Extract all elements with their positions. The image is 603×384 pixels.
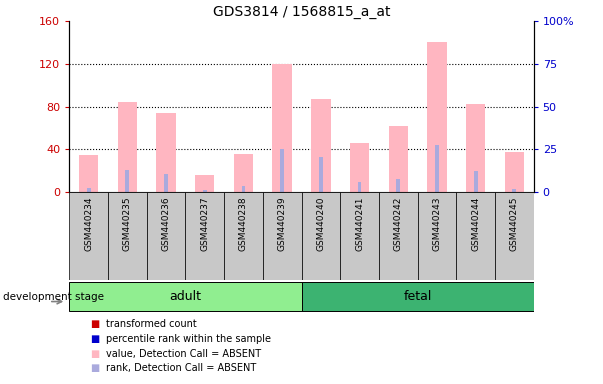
Text: GSM440241: GSM440241 bbox=[355, 197, 364, 251]
Bar bbox=[186, 192, 224, 280]
Text: GSM440239: GSM440239 bbox=[277, 197, 286, 251]
Text: GSM440235: GSM440235 bbox=[123, 197, 132, 251]
Bar bbox=[147, 192, 186, 280]
Bar bbox=[505, 152, 524, 192]
Bar bbox=[358, 182, 361, 192]
Text: GSM440242: GSM440242 bbox=[394, 197, 403, 251]
Text: adult: adult bbox=[169, 290, 201, 303]
Bar bbox=[224, 192, 263, 280]
Text: percentile rank within the sample: percentile rank within the sample bbox=[106, 334, 271, 344]
Bar bbox=[396, 179, 400, 192]
Bar bbox=[234, 154, 253, 192]
Text: value, Detection Call = ABSENT: value, Detection Call = ABSENT bbox=[106, 349, 260, 359]
Text: ■: ■ bbox=[90, 334, 99, 344]
Bar bbox=[319, 157, 323, 192]
Bar bbox=[125, 170, 129, 192]
Bar bbox=[203, 190, 207, 192]
Text: ■: ■ bbox=[90, 363, 99, 373]
Text: development stage: development stage bbox=[3, 291, 104, 302]
Bar bbox=[495, 192, 534, 280]
Bar bbox=[456, 192, 495, 280]
Text: GSM440240: GSM440240 bbox=[317, 197, 326, 251]
Bar bbox=[263, 192, 302, 280]
Bar bbox=[379, 192, 417, 280]
Bar bbox=[118, 102, 137, 192]
Text: GSM440237: GSM440237 bbox=[200, 197, 209, 251]
Title: GDS3814 / 1568815_a_at: GDS3814 / 1568815_a_at bbox=[213, 5, 390, 19]
Bar bbox=[87, 188, 90, 192]
Bar bbox=[195, 175, 215, 192]
Text: GSM440245: GSM440245 bbox=[510, 197, 519, 251]
Bar bbox=[273, 64, 292, 192]
Bar bbox=[350, 143, 369, 192]
Text: ■: ■ bbox=[90, 349, 99, 359]
Bar bbox=[164, 174, 168, 192]
Bar bbox=[79, 155, 98, 192]
Bar bbox=[302, 282, 534, 311]
Text: rank, Detection Call = ABSENT: rank, Detection Call = ABSENT bbox=[106, 363, 256, 373]
Text: GSM440236: GSM440236 bbox=[162, 197, 171, 251]
Bar bbox=[417, 192, 456, 280]
Bar bbox=[311, 99, 330, 192]
Text: GSM440238: GSM440238 bbox=[239, 197, 248, 251]
Bar bbox=[428, 43, 447, 192]
Bar bbox=[388, 126, 408, 192]
Bar bbox=[340, 192, 379, 280]
Text: transformed count: transformed count bbox=[106, 319, 196, 329]
Bar bbox=[69, 192, 108, 280]
Bar bbox=[513, 189, 516, 192]
Bar bbox=[156, 113, 175, 192]
Bar bbox=[242, 185, 245, 192]
Bar bbox=[435, 145, 439, 192]
Bar bbox=[302, 192, 340, 280]
Bar bbox=[474, 170, 478, 192]
Bar bbox=[69, 282, 302, 311]
Bar bbox=[108, 192, 147, 280]
Text: fetal: fetal bbox=[403, 290, 432, 303]
Bar bbox=[466, 104, 485, 192]
Text: ■: ■ bbox=[90, 319, 99, 329]
Text: GSM440244: GSM440244 bbox=[471, 197, 480, 251]
Bar bbox=[280, 149, 284, 192]
Text: GSM440243: GSM440243 bbox=[432, 197, 441, 251]
Text: GSM440234: GSM440234 bbox=[84, 197, 93, 251]
